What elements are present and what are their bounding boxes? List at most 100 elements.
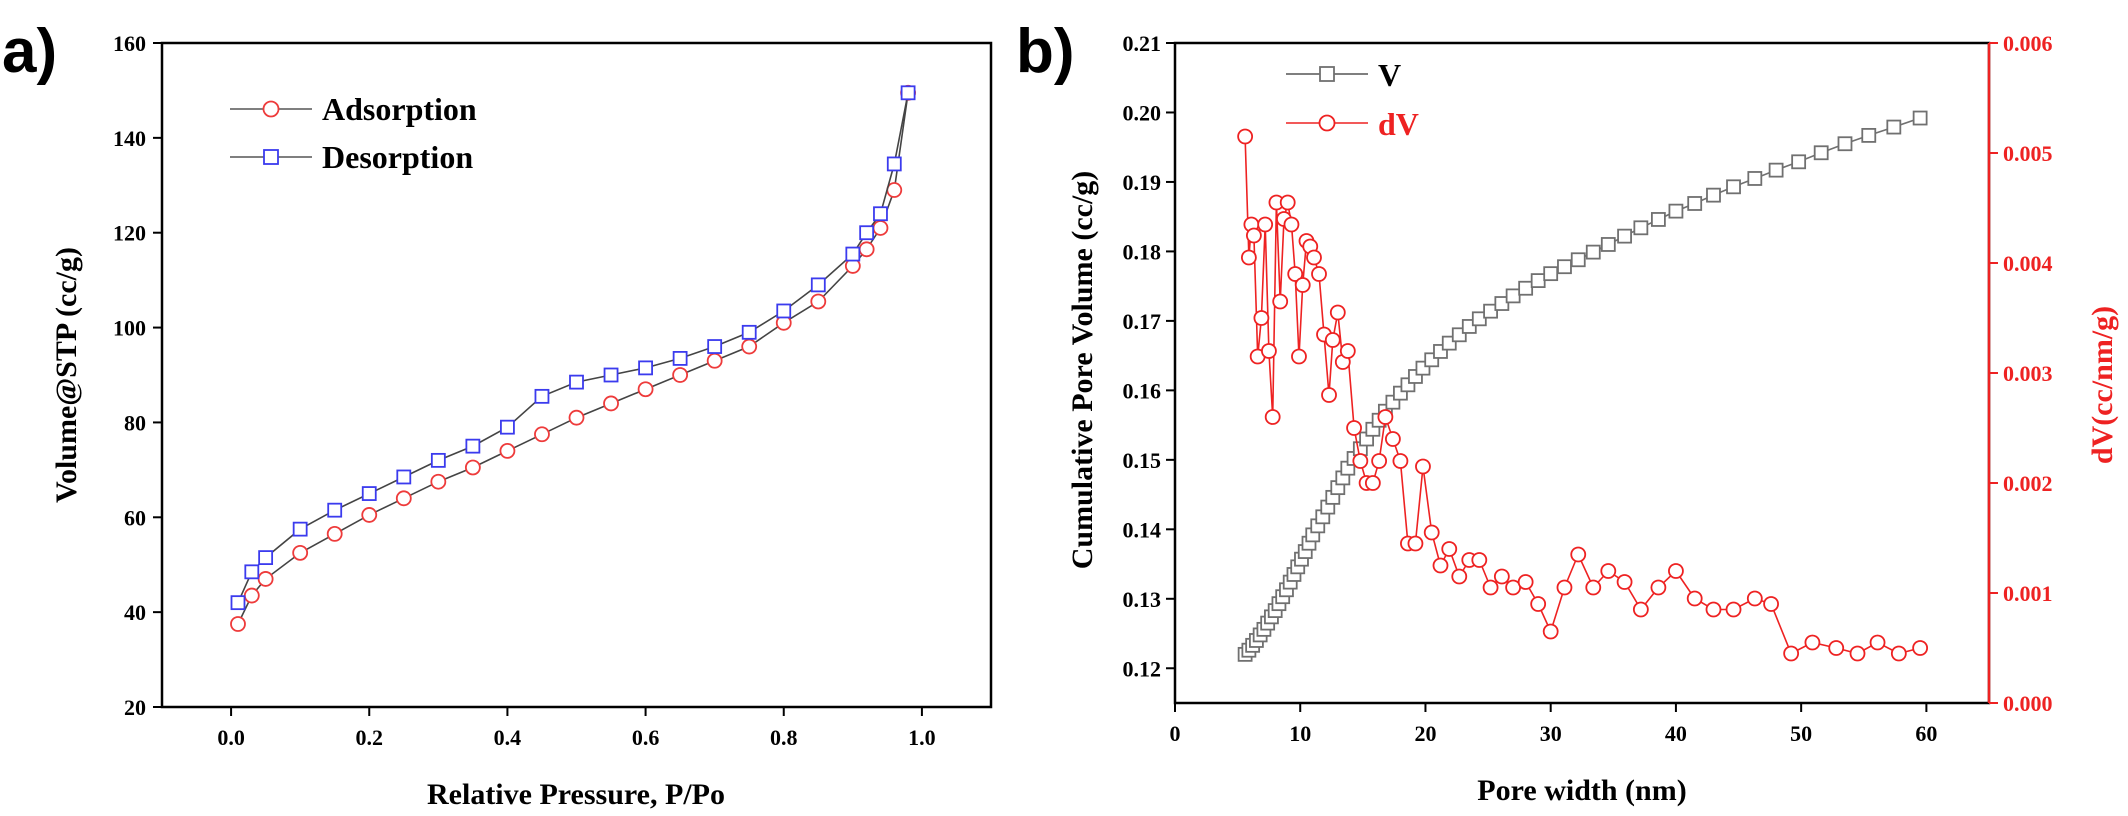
dV-point <box>1261 343 1277 359</box>
y-tick-label: 0.19 <box>1123 170 1162 195</box>
V-point <box>1650 212 1666 227</box>
panel-b-plot-area <box>1237 110 1929 662</box>
V-point <box>1505 288 1521 304</box>
dV-point <box>1517 574 1534 590</box>
desorption-point <box>292 521 308 537</box>
dV-point <box>1482 579 1499 596</box>
adsorption-point <box>257 571 274 587</box>
desorption-point <box>886 156 902 172</box>
adsorption-point <box>637 381 654 398</box>
desorption-point <box>396 469 412 485</box>
dV-point <box>1264 409 1281 425</box>
V-point <box>1668 203 1684 219</box>
y2-tick-label: 0.005 <box>2003 141 2053 166</box>
dV-point <box>1245 227 1262 244</box>
legend-marker-V <box>1319 66 1335 82</box>
dV-point <box>1912 640 1929 656</box>
dV-point <box>1600 563 1617 579</box>
desorption-point <box>873 206 888 222</box>
dV-point <box>1283 216 1300 233</box>
dV-point <box>1432 557 1449 574</box>
dV-point <box>1705 601 1722 618</box>
panel-b-left-y-axis: 0.12 0.13 0.14 0.15 0.16 0.17 0.18 0.19 0.20 0.21 <box>1123 31 1175 681</box>
dV-point <box>1570 546 1587 563</box>
y-tick-label: 100 <box>113 316 146 341</box>
dV-point <box>1311 266 1327 282</box>
dV-point <box>1240 249 1257 266</box>
V-point <box>1518 280 1534 296</box>
adsorption-point <box>706 352 723 369</box>
adsorption-point <box>430 473 447 490</box>
dV-point <box>1668 563 1684 579</box>
y-tick-label: 0.12 <box>1123 656 1162 681</box>
V-point <box>1600 237 1616 252</box>
x-tick-label: 30 <box>1540 721 1562 746</box>
dV-point <box>1346 420 1362 436</box>
V-point <box>1768 162 1784 178</box>
V-point <box>1543 266 1559 282</box>
dV-point <box>1530 596 1547 612</box>
y2-tick-label: 0.003 <box>2003 361 2053 386</box>
adsorption-point <box>603 395 619 412</box>
y2-tick-label: 0.001 <box>2003 581 2053 606</box>
adsorption-point <box>230 616 246 632</box>
desorption-point <box>776 303 792 319</box>
x-tick-label: 0.8 <box>770 725 798 750</box>
y-tick-label: 0.18 <box>1123 239 1162 264</box>
desorption-point <box>569 374 584 390</box>
dV-point <box>1415 458 1431 475</box>
panel-a-legend: Adsorption Desorption <box>230 91 477 175</box>
legend-label-dV: dV <box>1378 106 1419 142</box>
V-point <box>1861 127 1877 143</box>
desorption-point <box>900 85 916 101</box>
dV-point <box>1493 568 1510 585</box>
adsorption-point <box>361 507 378 523</box>
V-point <box>1726 179 1741 195</box>
adsorption-point <box>243 587 260 604</box>
dV-point <box>1377 409 1394 425</box>
panel-b-right-y-axis: 0.000 0.001 0.002 0.003 0.004 0.005 0.006 <box>1989 31 2053 716</box>
V-point <box>1912 110 1928 126</box>
desorption-point <box>845 246 861 262</box>
desorption-point <box>638 360 653 376</box>
dV-line <box>1244 136 1921 655</box>
V-point <box>1813 145 1829 161</box>
V-point <box>1617 228 1632 244</box>
dV-point <box>1324 332 1341 348</box>
x-tick-label: 0.2 <box>356 725 384 750</box>
dV-point <box>1869 634 1886 651</box>
dV-point <box>1321 387 1337 403</box>
y-tick-label: 0.13 <box>1123 587 1162 612</box>
legend-item-adsorption: Adsorption <box>230 91 477 127</box>
x-tick-label: 0.6 <box>632 725 660 750</box>
dV-point <box>1632 601 1649 618</box>
dV-point <box>1385 431 1401 447</box>
V-point <box>1791 154 1807 170</box>
dV-point <box>1329 304 1346 321</box>
x-tick-label: 20 <box>1414 721 1436 746</box>
desorption-point <box>859 225 875 241</box>
V-point <box>1471 311 1487 327</box>
legend-label-V: V <box>1378 57 1401 93</box>
adsorption-point <box>872 220 889 236</box>
panel-b-label: b) <box>1016 17 1075 86</box>
x-tick-label: 0 <box>1170 721 1181 746</box>
desorption-point <box>361 486 377 501</box>
dV-point <box>1287 266 1304 282</box>
desorption-point <box>327 502 343 518</box>
panel-b-legend: V dV <box>1286 57 1419 142</box>
dV-point <box>1294 277 1311 293</box>
dV-point <box>1616 574 1633 590</box>
adsorption-point <box>534 426 550 443</box>
desorption-point <box>230 595 246 611</box>
y-tick-label: 20 <box>124 695 146 720</box>
y-tick-label: 140 <box>113 126 146 151</box>
adsorption-point <box>810 293 827 310</box>
panel-b-x-axis-title: Pore width (nm) <box>1477 774 1686 807</box>
dV-point <box>1828 640 1845 656</box>
dV-point <box>1339 343 1356 359</box>
adsorption-point <box>741 338 758 355</box>
x-tick-label: 60 <box>1915 721 1937 746</box>
V-point <box>1837 136 1853 152</box>
V-point <box>1706 187 1721 203</box>
